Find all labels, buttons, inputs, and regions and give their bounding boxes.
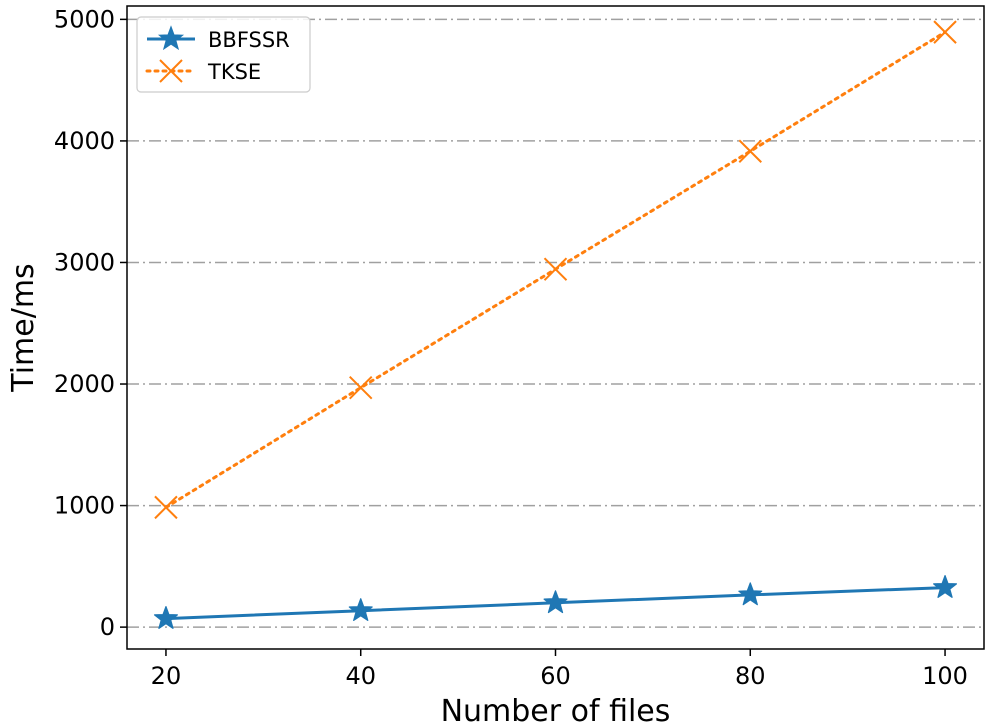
x-tick-label: 40	[345, 662, 376, 690]
legend: BBFSSR TKSE	[136, 16, 311, 93]
y-tick-label: 5000	[54, 5, 115, 33]
y-tick-label: 2000	[54, 370, 115, 398]
legend-item: BBFSSR	[147, 25, 290, 52]
data-point-x	[738, 139, 762, 163]
x-tick-label: 20	[151, 662, 182, 690]
legend-marker-star	[157, 25, 185, 51]
data-point-x	[154, 495, 178, 520]
legend-marker-x	[159, 59, 183, 83]
y-tick-label: 0	[100, 613, 115, 641]
y-axis-label: Time/ms	[6, 263, 41, 392]
data-point-star	[738, 582, 763, 606]
legend-label: BBFSSR	[208, 28, 290, 52]
x-axis-label: Number of files	[441, 694, 671, 728]
data-point-star	[348, 598, 373, 622]
legend-item: TKSE	[145, 59, 261, 84]
series-tkse	[154, 20, 957, 520]
data-point-star	[153, 606, 178, 629]
plot-frame	[126, 5, 985, 650]
data-point-star	[543, 590, 568, 614]
series-bbfssr	[153, 575, 958, 629]
x-axis: 20 40 60 80 100	[151, 649, 968, 690]
x-tick-label: 100	[922, 662, 968, 690]
data-point-x	[349, 375, 373, 400]
series-layer	[153, 20, 958, 629]
y-tick-label: 4000	[54, 127, 115, 155]
y-tick-label: 1000	[54, 492, 115, 520]
data-point-x	[933, 20, 957, 44]
x-tick-label: 80	[735, 662, 766, 690]
y-axis: 0 1000 2000 3000 4000 5000	[54, 5, 127, 641]
grid-lines	[127, 18, 984, 628]
data-point-x	[543, 257, 568, 281]
data-point-star	[933, 575, 958, 598]
legend-label: TKSE	[207, 60, 261, 84]
y-tick-label: 3000	[54, 248, 115, 276]
x-tick-label: 60	[540, 662, 571, 690]
